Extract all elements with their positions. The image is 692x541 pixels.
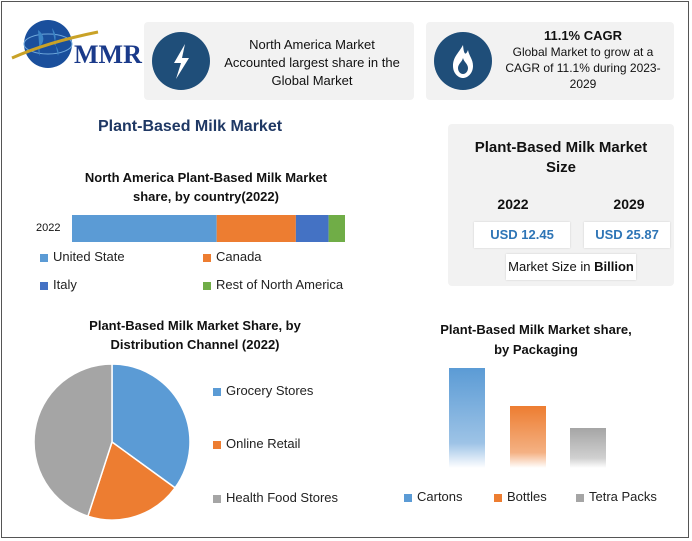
lightning-icon — [152, 32, 210, 90]
size-footer-unit: Billion — [594, 259, 634, 274]
pie-slice-health-food-stores — [33, 363, 113, 518]
legend-health: Health Food Stores — [213, 490, 338, 505]
bar-segment-united-state — [72, 215, 217, 242]
chart1-title-line2: share, by country(2022) — [133, 189, 279, 204]
legend-label: United State — [53, 249, 125, 264]
page-title: Plant-Based Milk Market — [98, 118, 283, 135]
legend-swatch — [203, 281, 211, 290]
size-footer: Market Size in Billion — [506, 254, 636, 280]
pack-title-line2: by Packaging — [494, 342, 578, 357]
legend-rest: Rest of North America — [203, 277, 343, 292]
legend-label: Rest of North America — [216, 277, 344, 292]
stacked-bar-chart — [72, 215, 345, 242]
size-title-line2: Size — [545, 159, 576, 176]
legend-cartons: Cartons — [404, 489, 463, 504]
legend-label: Canada — [216, 249, 262, 264]
legend-label: Bottles — [507, 489, 547, 504]
legend-label: Italy — [53, 277, 77, 292]
legend-swatch — [404, 493, 412, 502]
bar-segment-canada — [216, 215, 296, 242]
pie-slice-grocery-stores — [111, 363, 191, 489]
size-footer-prefix: Market Size in — [508, 259, 595, 274]
legend-swatch — [40, 281, 48, 290]
bar-segment-italy — [295, 215, 329, 242]
legend-grocery: Grocery Stores — [213, 383, 313, 398]
card1-line3: Global Market — [271, 73, 353, 88]
bar-bottles — [510, 406, 546, 468]
year-2029: 2029 — [613, 196, 645, 212]
cagr-card: 11.1% CAGR Global Market to grow at a CA… — [426, 22, 674, 100]
legend-swatch — [213, 440, 221, 449]
legend-label: Online Retail — [226, 436, 301, 451]
value-2029: USD 25.87 — [584, 222, 670, 248]
pie-chart — [33, 363, 191, 521]
card1-line2: Accounted largest share in the — [224, 55, 400, 70]
legend-swatch — [494, 493, 502, 502]
globe-icon — [11, 20, 99, 68]
legend-italy: Italy — [40, 277, 77, 292]
packaging-bar-chart — [449, 368, 606, 468]
card2-line3: 2029 — [569, 77, 597, 91]
market-size-card: Plant-Based Milk Market Size 2022 2029 U… — [448, 124, 674, 286]
legend-swatch — [576, 493, 584, 502]
value-2022: USD 12.45 — [474, 222, 570, 248]
cagr-title: 11.1% CAGR — [543, 28, 623, 43]
legend-swatch — [213, 494, 221, 503]
card2-line1: Global Market to grow at a — [512, 45, 654, 59]
bar-segment-rest-of-north-america — [328, 215, 345, 242]
logo: MMR — [8, 12, 142, 72]
bar-cartons — [449, 368, 485, 468]
year-2022: 2022 — [497, 196, 529, 212]
card1-line1: North America Market — [249, 37, 375, 52]
pie-title-line1: Plant-Based Milk Market Share, by — [89, 318, 301, 333]
card2-line2: CAGR of 11.1% during 2023- — [505, 61, 661, 75]
flame-icon — [434, 32, 492, 90]
pack-title-line1: Plant-Based Milk Market share, — [440, 322, 632, 337]
legend-swatch — [203, 253, 211, 262]
pie-slice-online-retail — [86, 440, 177, 521]
chart1-category-label: 2022 — [36, 222, 61, 234]
legend-label: Grocery Stores — [226, 383, 314, 398]
legend-tetra: Tetra Packs — [576, 489, 657, 504]
legend-swatch — [213, 387, 221, 396]
legend-label: Tetra Packs — [589, 489, 657, 504]
legend-label: Health Food Stores — [226, 490, 339, 505]
north-america-card: North America Market Accounted largest s… — [144, 22, 414, 100]
legend-bottles: Bottles — [494, 489, 547, 504]
legend-canada: Canada — [203, 249, 262, 264]
chart1-title-line1: North America Plant-Based Milk Market — [84, 170, 328, 185]
logo-text: MMR — [74, 40, 142, 69]
legend-online: Online Retail — [213, 436, 300, 451]
legend-label: Cartons — [417, 489, 463, 504]
legend-united-state: United State — [40, 249, 125, 264]
size-title-line1: Plant-Based Milk Market — [474, 139, 648, 156]
legend-swatch — [40, 253, 48, 262]
bar-tetra-packs — [570, 428, 606, 468]
pie-title-line2: Distribution Channel (2022) — [110, 337, 280, 352]
